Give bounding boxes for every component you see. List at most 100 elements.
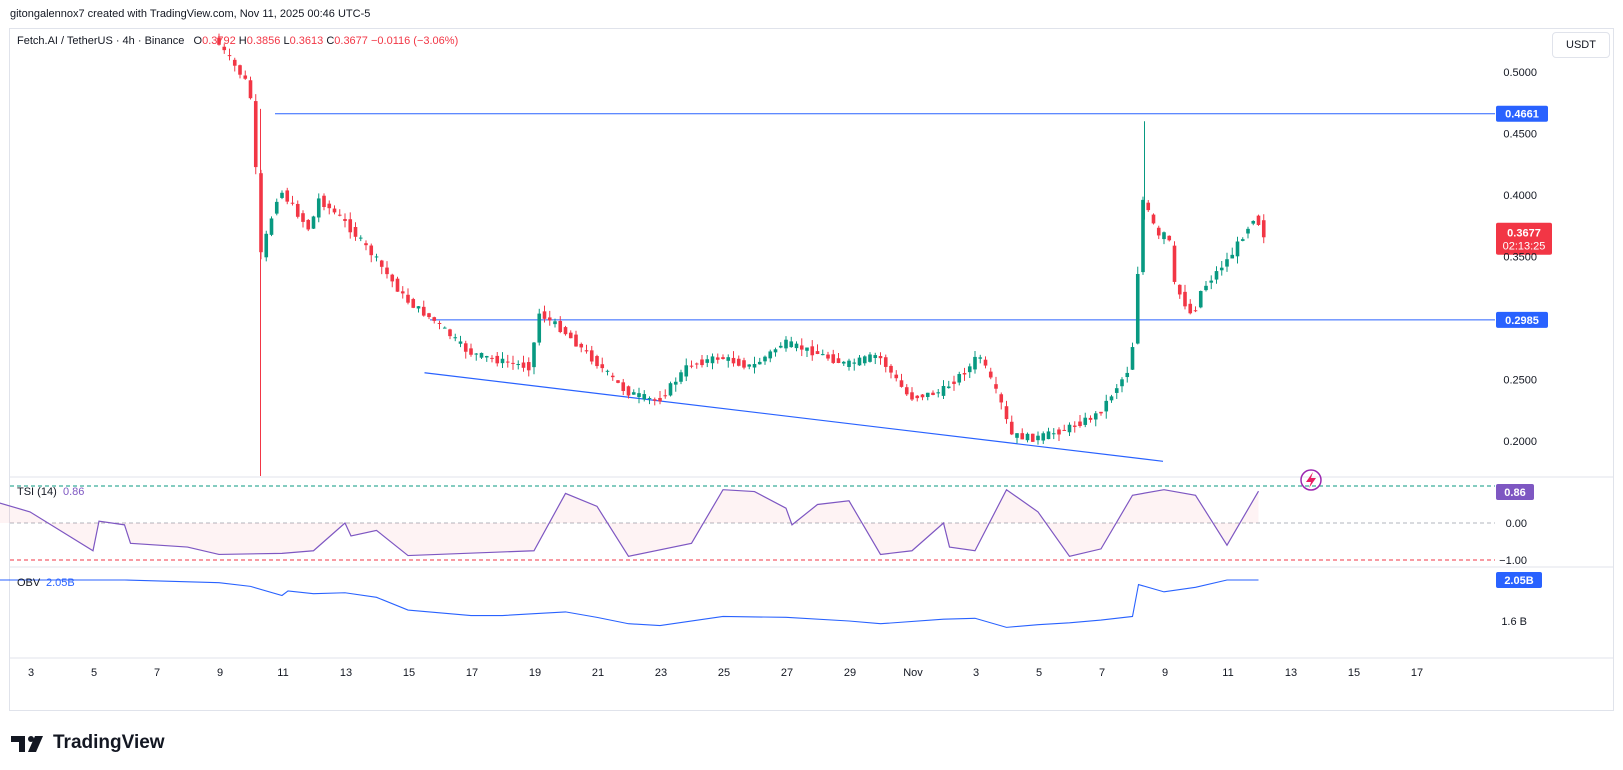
candle-body <box>290 202 295 204</box>
close-value: 0.3677 <box>334 35 368 47</box>
candle-body <box>1130 347 1135 370</box>
candle-body <box>537 313 542 343</box>
obv-tick-label: 1.6 B <box>1501 616 1527 628</box>
candle-body <box>1256 215 1261 225</box>
candle-body <box>1088 417 1093 420</box>
candle-body <box>547 317 552 321</box>
candle-body <box>421 306 426 316</box>
x-tick-label: 7 <box>154 667 160 679</box>
candle-body <box>831 354 836 363</box>
candle-body <box>1114 388 1119 393</box>
candle-body <box>689 365 694 367</box>
candle-body <box>400 291 405 294</box>
candle-body <box>322 195 326 208</box>
currency-button[interactable]: USDT <box>1552 32 1610 58</box>
x-tick-label: 11 <box>1222 667 1233 679</box>
obv-name: OBV <box>17 577 41 589</box>
current-price-badge <box>1496 222 1552 255</box>
candle-body <box>962 373 967 375</box>
candle-body <box>1225 259 1229 267</box>
candle-body <box>747 364 752 367</box>
candle-body <box>799 345 804 350</box>
candle-body <box>847 360 851 367</box>
x-tick-label: 29 <box>844 667 856 679</box>
candle-body <box>1177 284 1182 295</box>
tsi-value: 0.86 <box>63 486 84 498</box>
candle-body <box>1204 285 1208 291</box>
level-price-badge <box>1496 105 1548 122</box>
candle-body <box>264 233 269 258</box>
candle-body <box>1036 435 1040 441</box>
price-tick-label: 0.2000 <box>1503 436 1537 448</box>
x-tick-label: 25 <box>718 667 730 679</box>
x-tick-label: 19 <box>529 667 541 679</box>
candle-body <box>332 208 337 213</box>
candle-body <box>1135 273 1140 344</box>
candle-body <box>810 346 815 356</box>
x-tick-label: 17 <box>1411 667 1423 679</box>
candle-body <box>1062 429 1067 431</box>
candle-body <box>463 343 468 352</box>
candle-body <box>731 357 736 364</box>
candle-body <box>1167 235 1172 241</box>
candle-body <box>988 371 993 378</box>
open-label: O <box>193 35 203 47</box>
candle-body <box>868 354 872 362</box>
candle-body <box>757 361 762 365</box>
candle-body <box>652 399 657 401</box>
candle-body <box>379 260 384 267</box>
close-label: C <box>326 35 335 47</box>
candle-body <box>1025 433 1030 441</box>
candle-body <box>1078 421 1082 427</box>
candle-body <box>553 321 557 325</box>
candle-body <box>883 357 888 367</box>
candle-body <box>736 358 741 366</box>
candle-body <box>820 354 825 356</box>
price-tick-label: 0.3500 <box>1503 252 1537 264</box>
candle-body <box>474 353 479 355</box>
obv-line <box>0 579 1259 628</box>
candle-body <box>442 327 447 329</box>
candle-body <box>1156 227 1161 236</box>
chart-frame <box>9 28 1614 711</box>
candle-body <box>395 278 400 292</box>
candle-body <box>1083 417 1088 425</box>
x-tick-label: 5 <box>1036 667 1042 679</box>
candle-body <box>311 216 316 229</box>
candle-body <box>1198 291 1203 308</box>
x-tick-label: 11 <box>277 667 288 679</box>
candle-body <box>490 357 494 359</box>
x-tick-label: 27 <box>781 667 793 679</box>
candle-body <box>763 356 767 362</box>
candle-body <box>505 361 510 363</box>
candle-body <box>1109 396 1114 401</box>
candle-body <box>768 351 773 359</box>
x-tick-label: 9 <box>217 667 223 679</box>
high-value: 0.3856 <box>246 35 281 47</box>
candle-body <box>721 357 725 359</box>
candle-body <box>1146 202 1151 211</box>
change-value: −0.0116 (−3.06%) <box>370 35 459 47</box>
candle-body <box>684 365 689 377</box>
x-tick-label: 9 <box>1162 667 1168 679</box>
lightning-icon[interactable] <box>1300 469 1322 491</box>
tsi-tick-label: 0.00 <box>1506 518 1527 530</box>
x-tick-label: Nov <box>903 667 923 679</box>
candle-body <box>1251 220 1256 224</box>
candle-body <box>369 245 374 256</box>
candle-body <box>295 203 300 217</box>
candle-body <box>227 55 232 57</box>
tradingview-logo[interactable]: TradingView <box>11 732 165 754</box>
candle-body <box>967 366 972 373</box>
candle-body <box>385 267 389 275</box>
candle-body <box>805 347 809 351</box>
candle-body <box>1230 254 1235 259</box>
x-tick-label: 17 <box>466 667 478 679</box>
candle-body <box>411 299 416 308</box>
candle-body <box>789 341 794 348</box>
candle-body <box>568 332 573 339</box>
candle-body <box>957 374 962 383</box>
candle-body <box>1030 433 1035 442</box>
candle-body <box>610 375 615 378</box>
